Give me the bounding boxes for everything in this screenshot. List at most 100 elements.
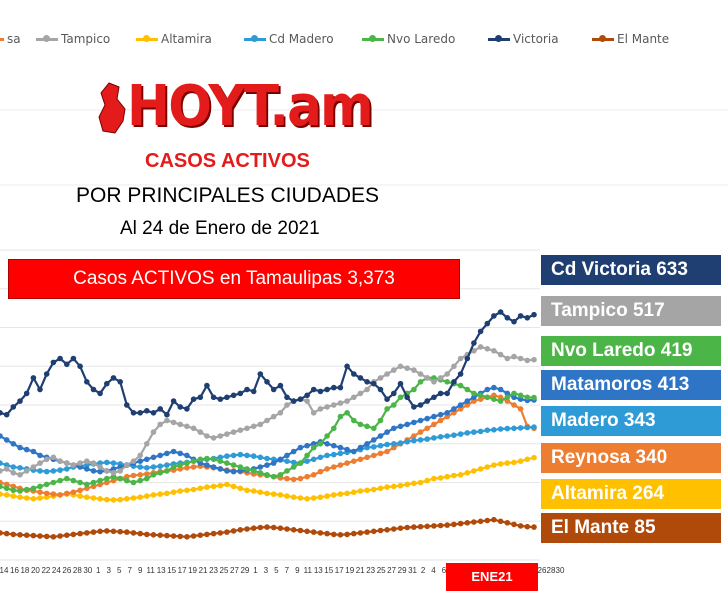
data-point [324, 452, 330, 459]
legend-entry: sa [0, 32, 21, 46]
data-point [150, 492, 157, 498]
x-tick-label: 5 [274, 566, 279, 575]
data-point [357, 390, 364, 397]
data-point [204, 531, 210, 538]
data-point [277, 492, 284, 498]
data-point [10, 441, 17, 447]
data-point [517, 523, 524, 529]
data-point [457, 520, 464, 527]
data-point [170, 489, 177, 496]
data-point [357, 421, 364, 428]
data-point [230, 429, 237, 435]
data-point [110, 473, 117, 480]
data-point [290, 476, 297, 483]
data-point [471, 429, 477, 435]
data-point [270, 386, 277, 393]
data-point [531, 311, 537, 318]
data-point [0, 433, 3, 439]
x-tick-label: 9 [137, 566, 143, 575]
data-point [124, 462, 130, 468]
data-point [284, 452, 290, 459]
data-point [90, 483, 97, 490]
data-point [110, 477, 117, 484]
data-point [37, 533, 43, 539]
data-point [190, 396, 197, 403]
data-point [97, 460, 103, 466]
x-tick-label: 7 [284, 566, 290, 575]
data-point [471, 468, 477, 474]
data-point [297, 444, 304, 451]
data-point [97, 496, 103, 502]
data-point [424, 415, 431, 422]
data-point [64, 361, 70, 368]
data-point [177, 533, 183, 540]
data-point [491, 313, 497, 319]
data-point [477, 392, 484, 399]
data-point [391, 402, 397, 408]
legend-swatch [136, 35, 158, 42]
data-point [270, 413, 277, 420]
data-point [297, 527, 304, 534]
data-point [337, 532, 344, 538]
data-point [237, 427, 244, 434]
data-point [337, 462, 344, 468]
data-point [337, 400, 344, 406]
data-point [37, 386, 43, 393]
data-point [377, 450, 384, 457]
data-point [484, 427, 491, 434]
data-point [384, 448, 390, 455]
data-point [237, 527, 244, 533]
data-point [377, 442, 384, 449]
data-point [110, 460, 117, 466]
data-point [377, 485, 384, 492]
data-point [190, 533, 197, 539]
data-point [310, 529, 317, 535]
data-point [511, 459, 517, 466]
data-point [17, 494, 23, 501]
data-point [411, 433, 417, 439]
data-point [177, 421, 183, 428]
data-point [177, 462, 183, 468]
data-point [437, 411, 444, 418]
data-point [170, 448, 177, 455]
data-point [364, 379, 370, 385]
data-point [3, 437, 10, 443]
data-point [164, 468, 170, 474]
data-point [417, 437, 424, 443]
data-point [304, 392, 310, 399]
data-point [304, 458, 310, 465]
data-point [264, 417, 270, 424]
data-point [477, 328, 484, 335]
data-point [230, 452, 237, 459]
data-point [317, 530, 324, 536]
data-point [110, 375, 117, 381]
data-point [304, 452, 310, 459]
data-point [437, 434, 444, 440]
legend-label: El Mante [617, 32, 670, 46]
data-point [164, 462, 170, 468]
x-tick-label: 17 [177, 566, 187, 575]
data-point [57, 477, 63, 484]
data-point [210, 435, 217, 441]
data-point [217, 466, 224, 472]
data-point [197, 429, 204, 435]
legend-swatch [592, 35, 614, 42]
data-point [77, 487, 83, 494]
data-point [30, 375, 37, 381]
data-point [404, 421, 411, 428]
data-point [491, 384, 497, 391]
data-point [17, 472, 23, 478]
data-point [457, 371, 464, 377]
data-point [384, 406, 390, 412]
legend-swatch [0, 38, 4, 41]
x-tick-label: 28 [72, 566, 82, 575]
data-point [331, 442, 337, 449]
data-point [84, 494, 90, 501]
data-point [351, 530, 357, 537]
data-point [471, 394, 477, 401]
data-point [43, 468, 50, 475]
data-point [464, 520, 471, 526]
data-point [43, 481, 50, 488]
data-point [23, 486, 30, 493]
